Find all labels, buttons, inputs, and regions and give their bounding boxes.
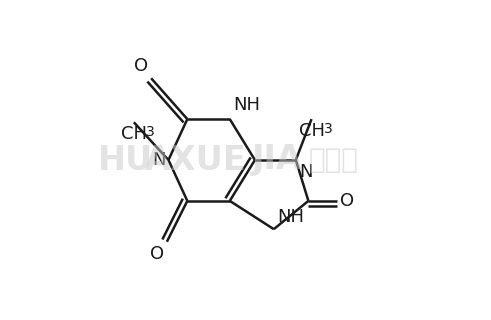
Text: 3: 3 — [146, 125, 155, 140]
Text: O: O — [340, 192, 354, 210]
Text: 3: 3 — [324, 122, 332, 136]
Text: N: N — [152, 151, 165, 169]
Text: JIA: JIA — [252, 143, 302, 177]
Text: 化学加: 化学加 — [308, 146, 358, 174]
Text: O: O — [134, 57, 148, 75]
Text: N: N — [299, 163, 312, 181]
Text: NH: NH — [277, 208, 304, 226]
Text: NH: NH — [233, 96, 260, 115]
Text: AXUE: AXUE — [145, 143, 246, 177]
Text: CH: CH — [299, 122, 325, 140]
Text: O: O — [150, 245, 164, 263]
Text: CH: CH — [121, 125, 147, 143]
Text: HU: HU — [98, 143, 153, 177]
